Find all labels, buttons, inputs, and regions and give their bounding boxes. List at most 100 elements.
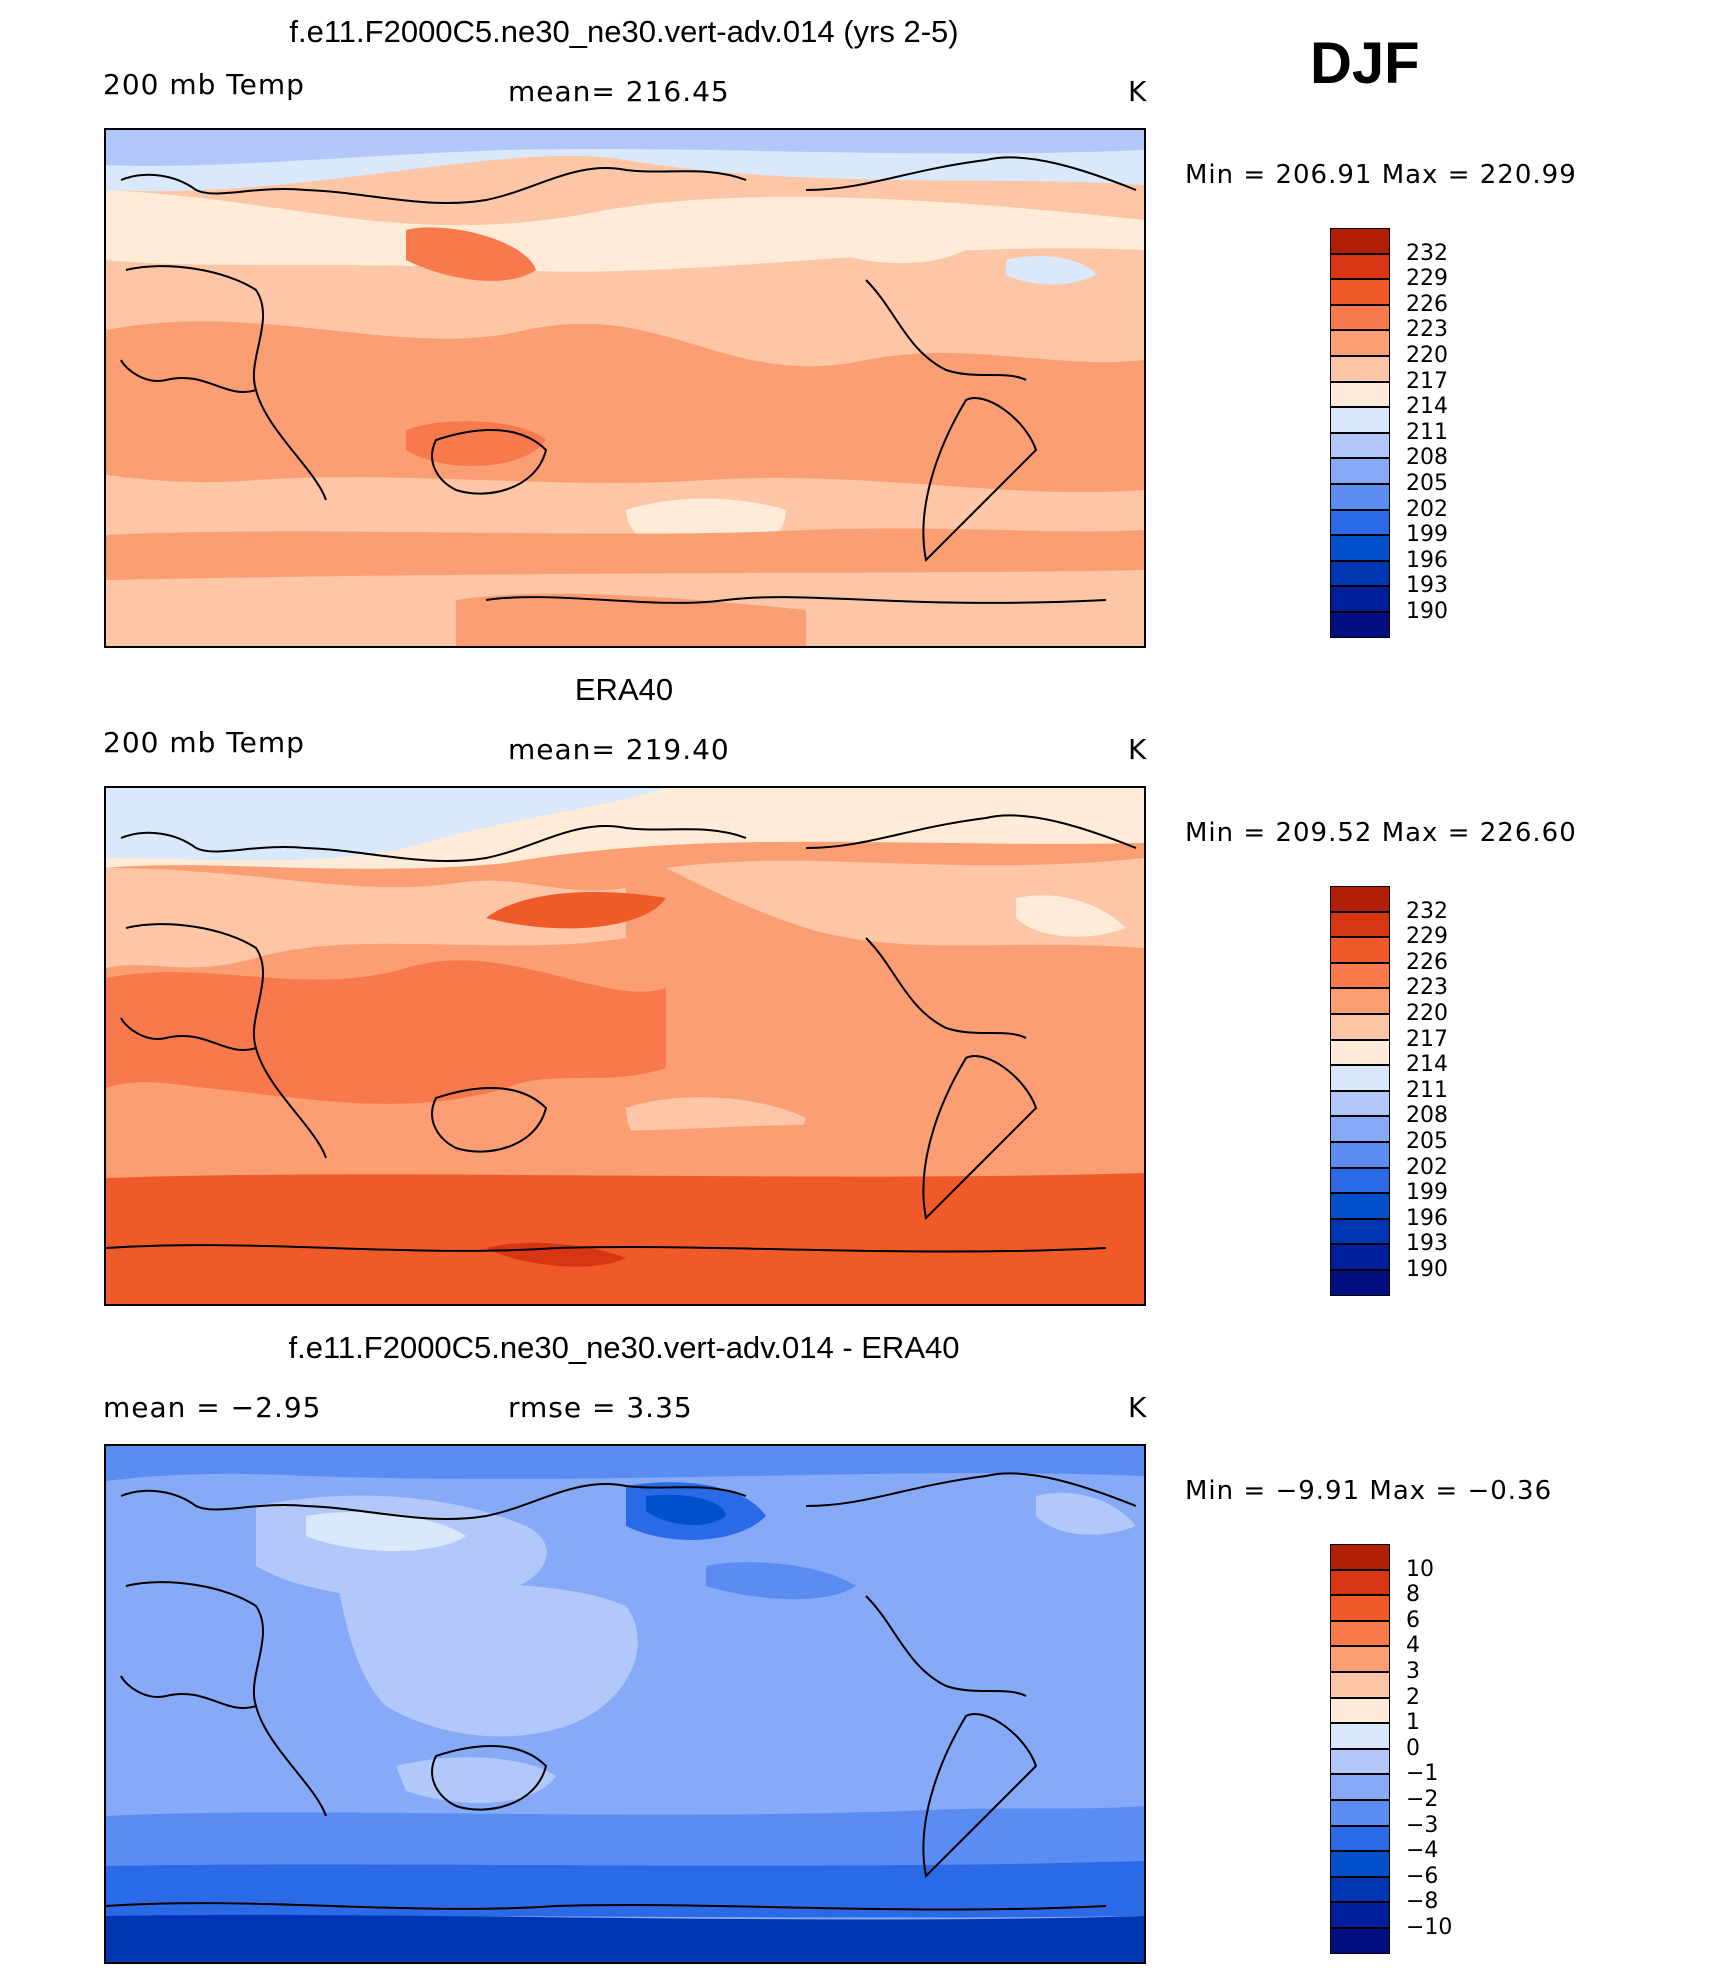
colorbar-swatch [1330,535,1390,561]
colorbar-tick-label: 1 [1406,1710,1420,1736]
colorbar-tick-label: 217 [1406,1026,1448,1052]
colorbar-swatch [1330,1569,1390,1596]
colorbar-tick-label: 2 [1406,1684,1420,1710]
colorbar-tick-label: 205 [1406,1129,1448,1154]
colorbar-tick-label: 10 [1406,1556,1434,1582]
colorbar-tick-label: 220 [1406,1001,1448,1026]
panel2-mean-label: mean= 219.40 [508,733,730,766]
colorbar-tick-label: 8 [1406,1582,1420,1608]
colorbar-tick-label: 229 [1406,266,1448,292]
colorbar-tick-label: 205 [1406,471,1448,496]
panel3-mean-label: mean = −2.95 [103,1391,322,1424]
panel2-title: ERA40 [574,672,674,707]
colorbar-swatch [1330,1620,1390,1647]
panel1-mean-label: mean= 216.45 [508,75,730,108]
colorbar-swatch [1330,330,1390,356]
colorbar-swatch [1330,458,1390,484]
colorbar-swatch [1330,586,1390,612]
panel2-map [104,786,1146,1306]
colorbar-swatch [1330,1218,1390,1245]
colorbar-swatch [1330,988,1390,1014]
colorbar-swatch [1330,1851,1390,1877]
colorbar-swatch [1330,1902,1390,1928]
panel2-variable-label: 200 mb Temp [103,726,305,759]
colorbar-tick-label: 190 [1406,1257,1448,1282]
colorbar-tick-label: 208 [1406,445,1448,471]
colorbar-swatch [1330,1014,1390,1040]
colorbar-swatch [1330,279,1390,305]
colorbar-tick-label: 193 [1406,573,1448,599]
colorbar-tick-label: −3 [1406,1812,1439,1838]
panel2-units-label: K [1128,733,1148,766]
colorbar-tick-label: 217 [1406,368,1448,394]
panel1-map [104,128,1146,648]
colorbar-tick-label: 202 [1406,1154,1448,1180]
colorbar-tick-label: 214 [1406,394,1448,420]
colorbar-tick-label: 208 [1406,1103,1448,1129]
colorbar-swatch [1330,1039,1390,1066]
colorbar-swatch [1330,1672,1390,1698]
colorbar-swatch [1330,560,1390,587]
colorbar-tick-label: 223 [1406,975,1448,1001]
colorbar-swatch [1330,937,1390,963]
colorbar-tick-label: 4 [1406,1633,1420,1659]
colorbar-swatch [1330,1595,1390,1621]
colorbar-tick-label: 232 [1406,898,1448,924]
colorbar-swatch [1330,1544,1390,1570]
colorbar-tick-label: 220 [1406,343,1448,368]
colorbar-swatch [1330,962,1390,989]
colorbar-swatch [1330,1244,1390,1270]
colorbar-swatch [1330,1090,1390,1117]
colorbar-tick-label: 223 [1406,317,1448,343]
season-label: DJF [1310,31,1420,96]
colorbar-tick-label: 199 [1406,1180,1448,1206]
panel3-colorbar: −10 −8 −6 −4 −3 −2 −1 0 1 2 3 4 6 8 10 [1330,1544,1452,1954]
colorbar-swatch [1330,432,1390,459]
colorbar-swatch [1330,1748,1390,1775]
colorbar-tick-label: −4 [1406,1838,1439,1864]
panel1-title: f.e11.F2000C5.ne30_ne30.vert-adv.014 (yr… [289,14,959,49]
colorbar-tick-label: 232 [1406,240,1448,266]
colorbar-tick-label: 211 [1406,419,1448,445]
panel1-min-max: Min = 206.91 Max = 220.99 [1185,160,1577,190]
colorbar-tick-label: 226 [1406,949,1448,975]
colorbar-swatch [1330,304,1390,331]
panel3-rmse-label: rmse = 3.35 [508,1391,693,1424]
panel1-units-label: K [1128,75,1148,108]
panel1-colorbar: 190 193 196 199 202 205 208 211 214 217 … [1330,228,1448,638]
colorbar-swatch [1330,1825,1390,1852]
colorbar-swatch [1330,1646,1390,1672]
colorbar-tick-label: 196 [1406,1205,1448,1231]
colorbar-swatch [1330,1142,1390,1168]
colorbar-tick-label: 3 [1406,1659,1420,1684]
colorbar-swatch [1330,407,1390,433]
colorbar-swatch [1330,1723,1390,1749]
colorbar-tick-label: 199 [1406,522,1448,548]
panel2-colorbar: 190 193 196 199 202 205 208 211 214 217 … [1330,886,1448,1296]
panel3-units-label: K [1128,1391,1148,1424]
colorbar-tick-label: 193 [1406,1231,1448,1257]
colorbar-tick-label: 226 [1406,291,1448,317]
colorbar-swatch [1330,1876,1390,1903]
colorbar-swatch [1330,1697,1390,1724]
colorbar-swatch [1330,612,1390,638]
colorbar-swatch [1330,509,1390,536]
colorbar-swatch [1330,1065,1390,1091]
colorbar-swatch [1330,253,1390,280]
colorbar-tick-label: −1 [1406,1761,1439,1787]
colorbar-swatch [1330,1928,1390,1954]
colorbar-swatch [1330,484,1390,510]
colorbar-swatch [1330,228,1390,254]
panel2-min-max: Min = 209.52 Max = 226.60 [1185,818,1577,848]
panel3-map [104,1444,1146,1964]
colorbar-tick-label: 196 [1406,547,1448,573]
panel3-min-max: Min = −9.91 Max = −0.36 [1185,1476,1553,1506]
colorbar-tick-label: 214 [1406,1052,1448,1078]
colorbar-swatch [1330,1774,1390,1800]
colorbar-tick-label: −6 [1406,1863,1439,1889]
colorbar-swatch [1330,356,1390,382]
colorbar-swatch [1330,1270,1390,1296]
colorbar-tick-label: 229 [1406,924,1448,950]
colorbar-tick-label: 190 [1406,599,1448,624]
colorbar-tick-label: 6 [1406,1607,1420,1633]
